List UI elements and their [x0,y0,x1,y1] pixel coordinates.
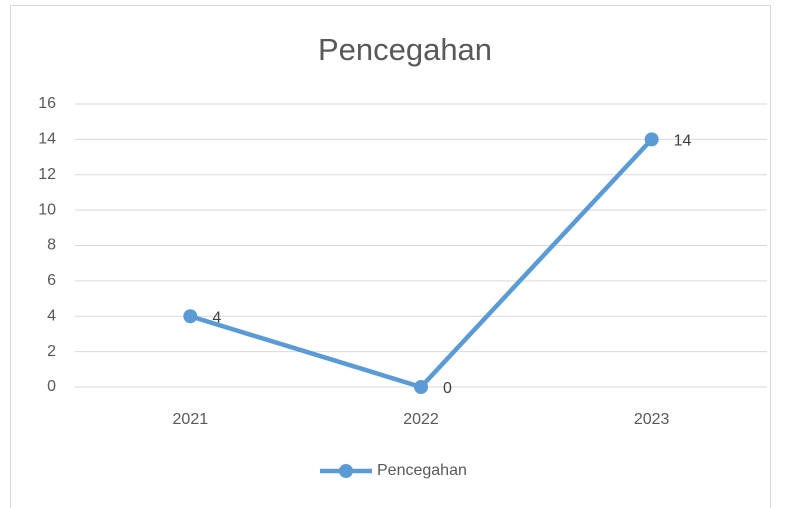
chart-title: Pencegahan [318,32,492,67]
y-tick-label: 2 [47,343,56,360]
y-tick-label: 16 [38,95,56,112]
y-tick-label: 10 [38,201,56,218]
data-label: 0 [443,380,452,397]
legend-label: Pencegahan [377,462,467,479]
y-tick-label: 14 [38,131,56,148]
x-tick-label: 2021 [173,411,209,428]
marker [183,309,198,324]
x-tick-label: 2022 [403,411,439,428]
y-tick-label: 12 [38,166,56,183]
legend-marker [339,464,353,478]
data-label: 14 [674,133,692,150]
y-tick-label: 4 [47,307,56,324]
y-tick-label: 8 [47,237,56,254]
y-tick-label: 6 [47,272,56,289]
y-tick-label: 0 [47,378,56,395]
marker [414,380,428,394]
x-tick-label: 2023 [634,411,670,428]
data-label: 4 [212,309,221,326]
chart-border [10,5,771,508]
marker [644,132,659,147]
